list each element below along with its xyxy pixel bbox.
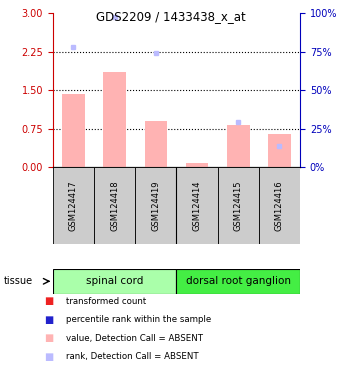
Text: value, Detection Call = ABSENT: value, Detection Call = ABSENT [66, 334, 204, 343]
Bar [177, 167, 218, 244]
Bar [186, 164, 208, 167]
Text: tissue: tissue [3, 276, 32, 286]
Bar [103, 72, 126, 167]
Bar [227, 124, 250, 167]
Text: GSM124419: GSM124419 [151, 180, 160, 231]
Text: percentile rank within the sample: percentile rank within the sample [66, 315, 212, 324]
Bar [177, 269, 300, 294]
Bar [53, 167, 94, 244]
Bar [62, 94, 85, 167]
Text: GDS2209 / 1433438_x_at: GDS2209 / 1433438_x_at [95, 10, 246, 23]
Text: spinal cord: spinal cord [86, 276, 143, 286]
Text: GSM124418: GSM124418 [110, 180, 119, 231]
Bar [218, 167, 259, 244]
Text: rank, Detection Call = ABSENT: rank, Detection Call = ABSENT [66, 352, 199, 361]
Text: ■: ■ [44, 333, 54, 343]
Bar [53, 269, 177, 294]
Text: GSM124415: GSM124415 [234, 180, 243, 231]
Text: GSM124416: GSM124416 [275, 180, 284, 231]
Text: ■: ■ [44, 315, 54, 325]
Bar [94, 167, 135, 244]
Text: ■: ■ [44, 352, 54, 362]
Text: GSM124414: GSM124414 [193, 180, 202, 231]
Bar [268, 134, 291, 167]
Bar [145, 121, 167, 167]
Text: GSM124417: GSM124417 [69, 180, 78, 231]
Text: dorsal root ganglion: dorsal root ganglion [186, 276, 291, 286]
Text: ■: ■ [44, 296, 54, 306]
Bar [259, 167, 300, 244]
Bar [135, 167, 177, 244]
Text: transformed count: transformed count [66, 297, 147, 306]
